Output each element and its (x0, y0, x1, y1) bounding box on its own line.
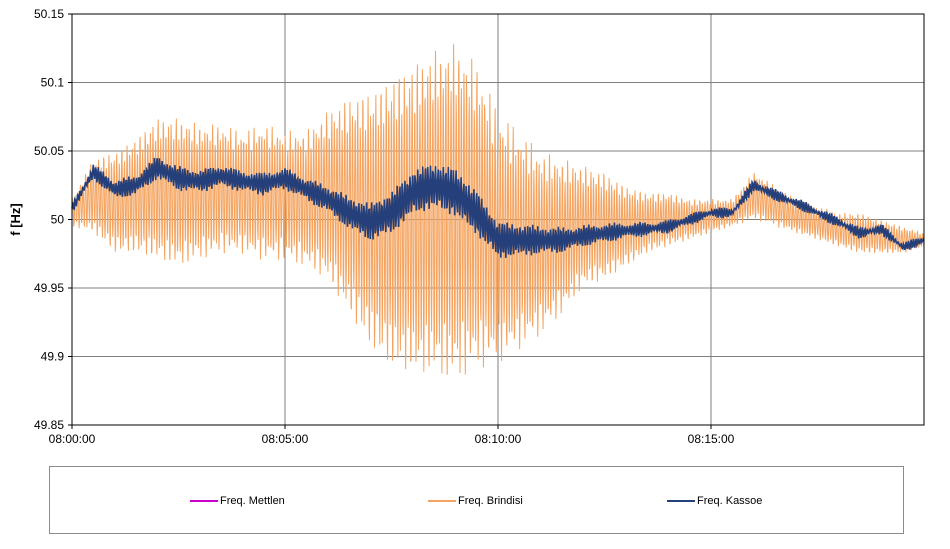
y-tick-label: 49.95 (34, 281, 64, 295)
y-tick-label: 50 (51, 213, 65, 227)
legend-label-brindisi: Freq. Brindisi (458, 495, 523, 507)
legend-label-kassoe: Freq. Kassoe (697, 495, 763, 507)
x-tick-label: 08:05:00 (262, 432, 309, 446)
series-brindisi (71, 43, 925, 375)
legend-swatch-mettlen (190, 500, 218, 502)
x-axis-ticks: 08:00:00 08:05:00 08:10:00 08:15:00 (49, 425, 735, 446)
x-tick-label: 08:15:00 (688, 432, 735, 446)
y-tick-label: 50.15 (34, 7, 64, 21)
y-tick-label: 49.85 (34, 418, 64, 432)
x-tick-label: 08:10:00 (475, 432, 522, 446)
y-axis-label: f [Hz] (8, 203, 23, 236)
legend-label-mettlen: Freq. Mettlen (220, 495, 285, 507)
series-kassoe (71, 157, 925, 258)
legend-item-brindisi: Freq. Brindisi (428, 495, 523, 507)
x-tick-label: 08:00:00 (49, 432, 96, 446)
legend-item-mettlen: Freq. Mettlen (190, 495, 285, 507)
y-tick-label: 49.9 (41, 350, 65, 364)
legend-item-kassoe: Freq. Kassoe (667, 495, 762, 507)
y-tick-label: 50.05 (34, 144, 64, 158)
y-axis-ticks: 49.85 49.9 49.95 50 50.05 50.1 50.15 (34, 7, 72, 432)
legend-swatch-brindisi (428, 500, 456, 502)
y-tick-label: 50.1 (41, 76, 65, 90)
legend: Freq. Mettlen Freq. Brindisi Freq. Kasso… (49, 466, 904, 534)
line-kassoe (71, 157, 925, 258)
line-brindisi (71, 43, 925, 375)
legend-swatch-kassoe (667, 500, 695, 502)
